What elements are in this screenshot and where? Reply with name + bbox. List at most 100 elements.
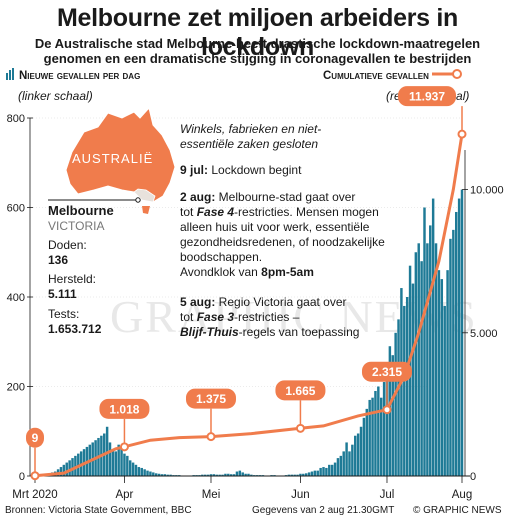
daily-cases-bar (128, 460, 132, 476)
annotation-aug5: 5 aug: Regio Victoria gaat over tot Fase… (180, 295, 359, 340)
annotation-shutdown-line-1: Winkels, fabrieken en niet- (180, 122, 322, 136)
annotation-aug2-line-2a: tot (180, 205, 197, 219)
daily-cases-bar (339, 455, 343, 476)
legend-right-label: Cumulatieve gevallen (323, 70, 429, 82)
daily-cases-bar (201, 474, 204, 476)
daily-cases-bar (371, 397, 374, 476)
daily-cases-bar (452, 229, 455, 476)
daily-cases-bar (293, 474, 296, 476)
daily-cases-bar (307, 472, 311, 476)
daily-cases-bar (203, 474, 207, 476)
callout-label: 11.937 (409, 90, 445, 104)
daily-cases-bar (405, 297, 409, 476)
footer-source: Bronnen: Victoria State Government, BBC (5, 505, 192, 516)
annotation-aug2-line-6a: Avondklok van (180, 265, 262, 279)
annotation-aug5-line-3b: -regels van toepassing (238, 325, 360, 339)
callout-box (26, 427, 44, 448)
stats-recovered-value: 5.111 (48, 287, 77, 301)
annotation-aug5-line-2c: -restricties – (234, 310, 300, 324)
stats-state: VICTORIA (48, 219, 105, 233)
x-tick-label: Jul (380, 489, 395, 501)
y-left-tick-label: 200 (7, 382, 25, 394)
daily-cases-bar (351, 444, 354, 476)
line-legend-icon (431, 69, 462, 79)
daily-cases-bar (345, 442, 348, 476)
daily-cases-bar (322, 467, 325, 476)
daily-cases-bar (437, 270, 441, 476)
daily-cases-bar (417, 243, 420, 476)
daily-cases-bar (374, 390, 377, 476)
daily-cases-bar (429, 225, 432, 476)
daily-cases-bar (120, 446, 123, 476)
daily-cases-bar (449, 238, 452, 476)
x-tick-label: Apr (115, 489, 133, 501)
daily-cases-bar (244, 473, 247, 476)
annotation-shutdown: Winkels, fabrieken en niet- essentiële z… (180, 122, 321, 152)
daily-cases-bar (359, 426, 363, 476)
daily-cases-bar (111, 449, 115, 476)
daily-cases-bar (296, 474, 299, 476)
page-subtitle: De Australische stad Melbourne heeft dra… (6, 36, 509, 66)
annotation-aug2: 2 aug: Melbourne-stad gaat over tot Fase… (180, 190, 385, 280)
y-right-tick-label: 5.000 (470, 328, 498, 340)
callout-point (457, 129, 467, 139)
annotation-jul9: 9 jul: Lockdown begint (180, 163, 301, 178)
daily-cases-bar (342, 451, 345, 476)
daily-cases-bar (420, 261, 423, 476)
daily-cases-bar (362, 417, 366, 476)
daily-cases-bar (365, 408, 369, 476)
callout-box (185, 388, 236, 409)
daily-cases-bar (169, 474, 172, 476)
daily-cases-bar (310, 471, 314, 476)
stats-deaths-value: 136 (48, 253, 69, 267)
callout-box (398, 86, 456, 107)
callout-box (99, 398, 150, 419)
daily-cases-bar (235, 471, 239, 476)
x-tick-label: Jun (291, 489, 310, 501)
daily-cases-bar (227, 473, 230, 476)
daily-cases-bar (206, 474, 210, 476)
annotation-aug2-date: 2 aug: (180, 190, 216, 204)
subtitle-line-2: genomen en een dramatische stijging in c… (43, 51, 472, 66)
daily-cases-bar (368, 399, 371, 476)
callout-point (382, 405, 392, 415)
y-left-tick-label: 0 (19, 471, 25, 483)
melbourne-marker (135, 197, 141, 203)
stats-tests-label: Tests: (48, 307, 80, 321)
footer-credit: © GRAPHIC NEWS (413, 505, 502, 516)
annotation-jul9-text: Lockdown begint (208, 163, 302, 177)
y-right-tick-label: 10.000 (470, 185, 504, 197)
legend-right: Cumulatieve gevallen (323, 68, 462, 82)
daily-cases-bar (325, 467, 328, 476)
daily-cases-bar (123, 453, 126, 476)
daily-cases-bar (382, 382, 386, 476)
daily-cases-bar (302, 473, 305, 476)
callout-point (119, 442, 129, 452)
daily-cases-bar (224, 473, 227, 476)
daily-cases-bar (221, 474, 224, 476)
daily-cases-bar (154, 473, 158, 476)
daily-cases-bar (316, 470, 319, 476)
daily-cases-bar (108, 442, 112, 476)
daily-cases-bar (157, 473, 161, 476)
daily-cases-bar (241, 472, 244, 476)
australia-map-icon (65, 106, 176, 203)
annotation-aug2-line-2c: -restricties. Mensen mogen (234, 205, 379, 219)
callout-box (275, 380, 326, 401)
daily-cases-bar (68, 460, 71, 476)
daily-cases-bar (247, 473, 250, 476)
daily-cases-bar (215, 474, 218, 476)
australia-map: AUSTRALIË (48, 106, 176, 214)
callout-label: 1.665 (285, 384, 315, 398)
daily-cases-bar (290, 474, 294, 476)
tasmania-icon (142, 206, 150, 214)
daily-cases-bar (166, 474, 169, 476)
daily-cases-bar (414, 252, 418, 476)
daily-cases-bar (229, 474, 233, 476)
x-tick-label: Aug (452, 489, 472, 501)
daily-cases-bar (126, 455, 129, 476)
annotation-aug5-line-2a: tot (180, 310, 197, 324)
annotation-aug2-line-1: Melbourne-stad gaat over (215, 190, 356, 204)
daily-cases-bar (426, 243, 429, 476)
